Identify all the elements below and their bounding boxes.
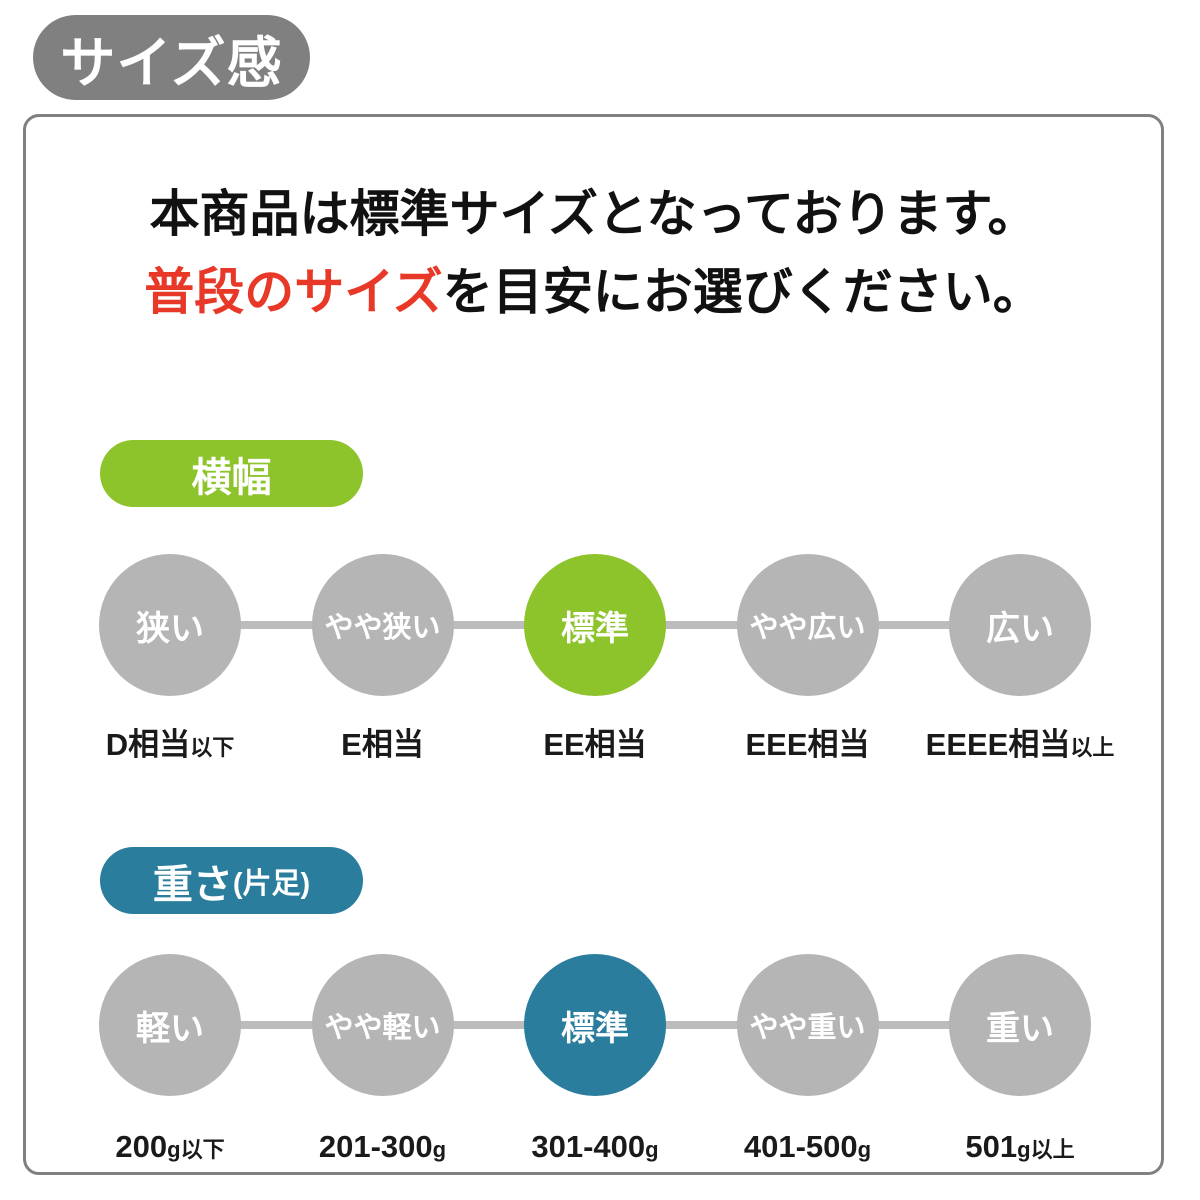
width-circle-slightly-narrow: やや狭い — [311, 554, 454, 696]
intro-line1: 本商品は標準サイズとなっております。 — [149, 186, 1038, 242]
weight-circle-standard-label: 標準 — [561, 1009, 629, 1048]
width-scale: 狭い やや狭い 標準 やや広い 広い — [99, 554, 1091, 696]
width-circle-wide: 広い — [949, 554, 1091, 696]
width-circle-slightly-narrow-label: やや狭い — [324, 612, 441, 644]
width-label-eeee: EEEE相当 以上 — [925, 727, 1115, 762]
width-scale-row: 狭い やや狭い 標準 やや広い 広い — [99, 554, 1091, 696]
width-label-e: E相当 — [341, 727, 424, 762]
weight-circle-heavy: 重い — [949, 954, 1091, 1096]
weight-scale: 軽い やや軽い 標準 やや重い 重い — [99, 954, 1091, 1096]
intro-line2-rest: を目安にお選びください。 — [442, 264, 1043, 320]
section-label-weight-suffix: (片足) — [232, 867, 311, 900]
weight-circle-slightly-light: やや軽い — [311, 954, 454, 1096]
weight-circle-slightly-heavy: やや重い — [736, 954, 879, 1096]
section-label-width-text: 横幅 — [191, 455, 272, 500]
weight-label-200: 200 g以下 — [115, 1129, 225, 1164]
weight-circle-standard-selected: 標準 — [524, 954, 666, 1096]
weight-label-201-300: 201-300 g — [318, 1129, 447, 1164]
size-guide-frame: 本商品は標準サイズとなっております。 普段のサイズを目安にお選びください。 横幅… — [23, 114, 1164, 1175]
width-scale-labels: D相当 以下 E相当 EE相当 EEE相当 EEEE相当 以上 — [99, 723, 1115, 767]
weight-circle-light-label: 軽い — [136, 1009, 204, 1048]
weight-circle-heavy-label: 重い — [986, 1009, 1054, 1048]
section-label-weight: 重さ (片足) — [100, 847, 363, 914]
weight-label-301-400: 301-400 g — [531, 1129, 659, 1164]
width-circle-standard-label: 標準 — [561, 609, 629, 648]
weight-scale-row: 軽い やや軽い 標準 やや重い 重い — [99, 954, 1091, 1096]
section-label-width: 横幅 — [100, 440, 363, 507]
width-label-ee: EE相当 — [543, 727, 647, 762]
weight-circle-slightly-heavy-label: やや重い — [749, 1012, 866, 1044]
weight-scale-labels: 200 g以下 201-300 g 301-400 g 401-500 g 501 g以上 — [99, 1125, 1091, 1169]
width-circle-standard-selected: 標準 — [524, 554, 666, 696]
width-circle-narrow: 狭い — [99, 554, 241, 696]
intro-text: 本商品は標準サイズとなっております。 普段のサイズを目安にお選びください。 — [26, 175, 1161, 331]
width-circle-slightly-wide-label: やや広い — [749, 612, 866, 644]
width-label-d: D相当 以下 — [105, 727, 235, 762]
width-circle-narrow-label: 狭い — [136, 609, 204, 648]
width-label-eee: EEE相当 — [745, 727, 870, 762]
intro-line2-highlight: 普段のサイズ — [144, 264, 443, 320]
width-circle-slightly-wide: やや広い — [736, 554, 879, 696]
page-title-badge: サイズ感 — [33, 15, 310, 100]
page-title: サイズ感 — [60, 31, 283, 94]
section-label-weight-text: 重さ — [152, 862, 233, 907]
width-circle-wide-label: 広い — [986, 609, 1054, 648]
intro-line2: 普段のサイズを目安にお選びください。 — [26, 253, 1161, 331]
weight-circle-light: 軽い — [99, 954, 241, 1096]
weight-label-501: 501 g以上 — [965, 1129, 1075, 1164]
weight-circle-slightly-light-label: やや軽い — [324, 1012, 441, 1044]
weight-label-401-500: 401-500 g — [743, 1129, 872, 1164]
